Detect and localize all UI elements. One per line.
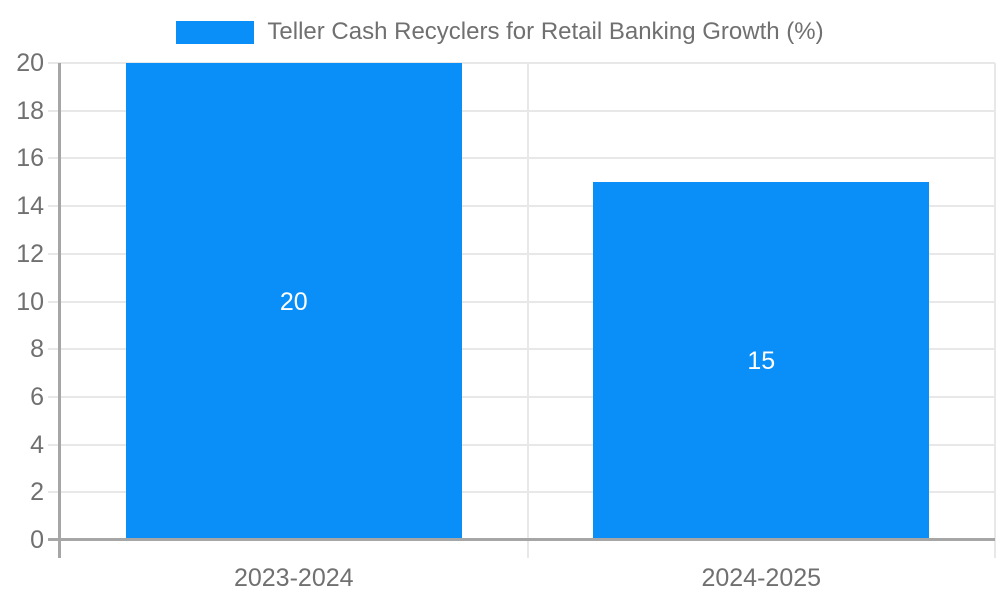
gridline-y-10 — [48, 300, 995, 303]
gridline-y-16 — [48, 157, 995, 160]
y-tick-label: 4 — [30, 430, 44, 459]
y-tick-label: 2 — [30, 478, 44, 507]
gridline-y-18 — [48, 109, 995, 112]
y-tick-label: 16 — [16, 144, 44, 173]
gridline-y-6 — [48, 395, 995, 398]
bar-value-label: 15 — [747, 347, 776, 376]
gridline-x-boundary — [994, 63, 996, 558]
y-tick-label: 10 — [16, 287, 44, 316]
y-axis-line — [58, 63, 61, 558]
y-tick-label: 18 — [16, 96, 44, 125]
gridline-y-14 — [48, 205, 995, 208]
gridline-y-20 — [48, 62, 995, 64]
bar-2024-2025[interactable] — [593, 182, 930, 540]
chart-legend[interactable]: Teller Cash Recyclers for Retail Banking… — [0, 9, 1000, 55]
legend-label: Teller Cash Recyclers for Retail Banking… — [267, 18, 824, 45]
y-tick-label: 12 — [16, 239, 44, 268]
gridline-x-boundary — [526, 63, 529, 558]
legend-swatch — [176, 20, 255, 44]
bar-2023-2024[interactable] — [125, 63, 462, 540]
y-tick-label: 20 — [16, 49, 44, 77]
y-tick-label: 6 — [30, 382, 44, 411]
gridline-y-12 — [48, 252, 995, 255]
gridline-y-8 — [48, 348, 995, 351]
y-tick-label: 8 — [30, 335, 44, 364]
gridline-y-2 — [48, 491, 995, 494]
gridline-y-4 — [48, 443, 995, 446]
x-axis-line — [48, 538, 995, 541]
y-tick-label: 14 — [16, 192, 44, 221]
y-tick-label: 0 — [30, 526, 44, 554]
bar-value-label: 20 — [279, 287, 308, 316]
x-tick-label: 2024-2025 — [701, 564, 822, 592]
x-tick-label: 2023-2024 — [233, 564, 354, 592]
